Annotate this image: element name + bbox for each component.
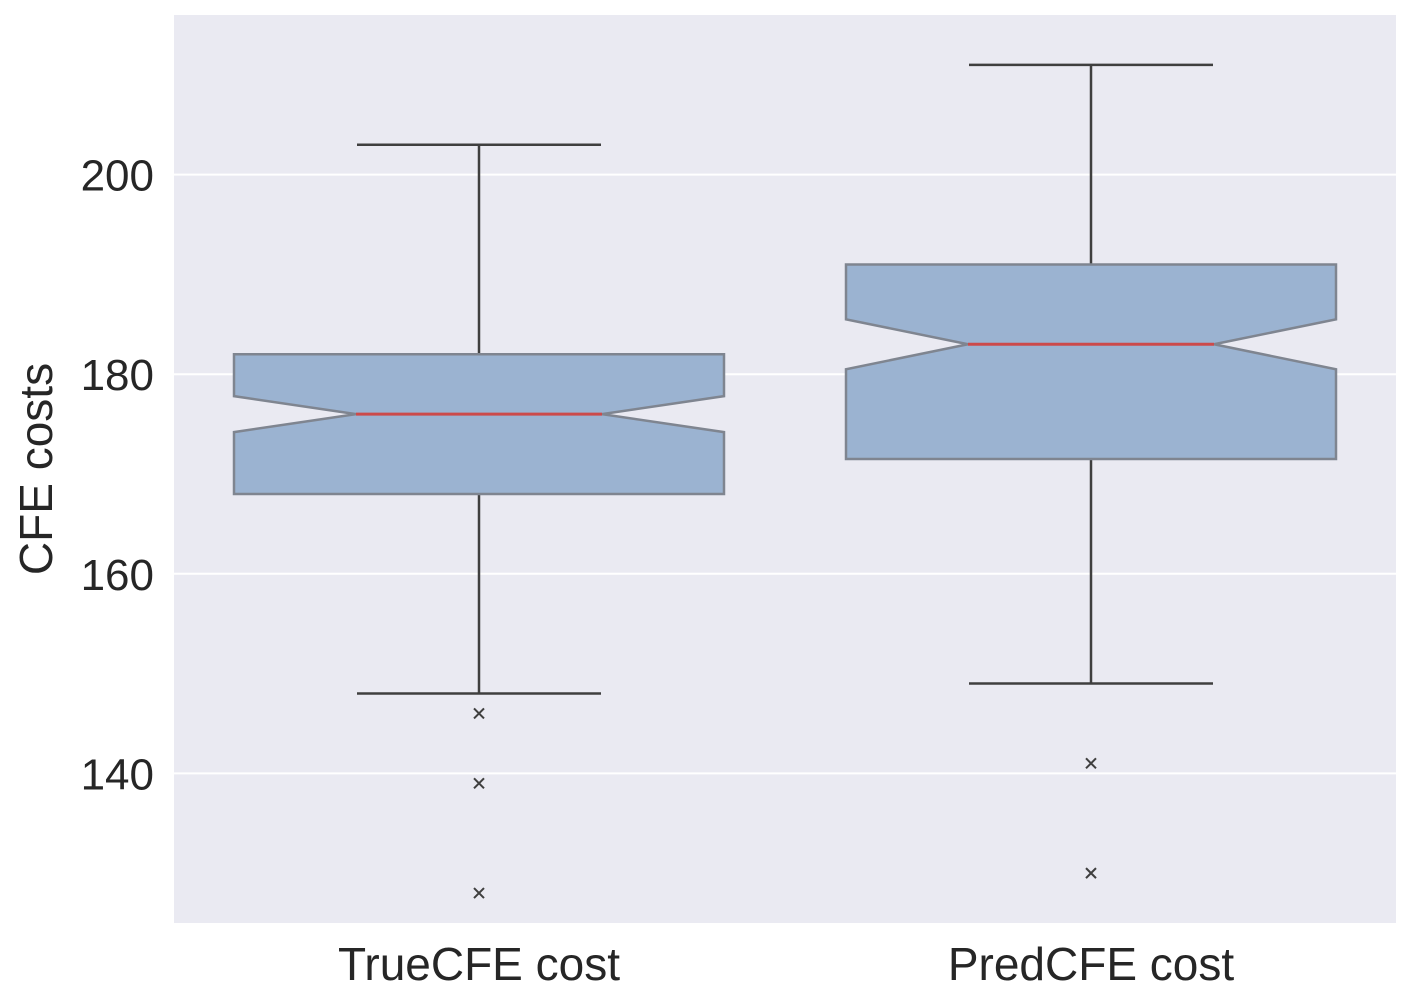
y-tick-label: 140 — [81, 750, 154, 799]
box-group — [232, 143, 726, 899]
outlier-marker — [473, 707, 485, 720]
outlier-marker — [473, 777, 485, 790]
outlier-marker — [1085, 867, 1097, 879]
x-tick-labels: TrueCFE cost PredCFE cost — [338, 938, 1234, 990]
box-body — [232, 353, 726, 496]
outlier-stroke — [1085, 867, 1097, 879]
outlier-stroke — [1085, 757, 1097, 770]
y-tick-label: 160 — [81, 551, 154, 600]
y-tick-label: 200 — [81, 152, 154, 201]
x-tick-label: PredCFE cost — [948, 938, 1235, 990]
outlier-stroke — [473, 887, 485, 899]
boxes — [232, 63, 1338, 899]
outlier-stroke — [473, 707, 485, 720]
box-group — [844, 63, 1338, 879]
box-body — [844, 263, 1338, 461]
outlier-marker — [1085, 757, 1097, 770]
y-axis-label: CFE costs — [10, 363, 62, 575]
outlier-marker — [473, 887, 485, 899]
x-tick-label: TrueCFE cost — [338, 938, 620, 990]
y-tick-labels: 140 160 180 200 — [81, 152, 154, 800]
y-tick-label: 180 — [81, 351, 154, 400]
outlier-stroke — [473, 777, 485, 790]
